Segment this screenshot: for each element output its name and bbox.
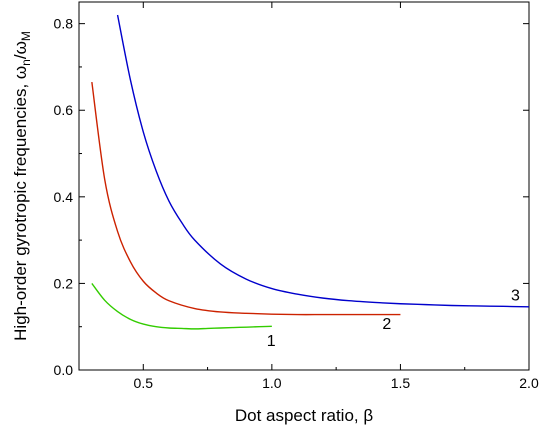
y-axis-title-sub-n: n xyxy=(19,59,33,66)
y-axis-title-mid: /ω xyxy=(11,41,30,59)
plot-frame xyxy=(78,1,530,371)
curve-label-3: 3 xyxy=(511,288,520,305)
y-tick-label: 0.0 xyxy=(54,362,74,378)
series-layer xyxy=(91,14,530,330)
y-tick-label: 0.8 xyxy=(54,16,74,32)
y-tick-label: 0.2 xyxy=(54,275,74,291)
y-axis-title-main: High-order gyrotropic frequencies, ω xyxy=(11,66,30,341)
curve-label-1: 1 xyxy=(267,333,276,350)
series-line-3 xyxy=(116,14,530,308)
series-line-1 xyxy=(91,282,272,330)
x-tick-label: 1.0 xyxy=(262,375,282,391)
y-tick-label: 0.4 xyxy=(54,189,74,205)
y-tick-label: 0.6 xyxy=(54,102,74,118)
curve-label-2: 2 xyxy=(382,316,391,333)
x-tick-label: 0.5 xyxy=(134,375,154,391)
ticks-layer: 0.5 1.0 1.5 2.0 0.0 0.2 0.4 0.6 0.8 xyxy=(54,2,539,391)
x-axis-title: Dot aspect ratio, β xyxy=(235,406,374,425)
x-tick-label: 2.0 xyxy=(519,375,539,391)
series-line-2 xyxy=(91,82,401,316)
y-axis-title-sub-m: M xyxy=(19,31,33,41)
curve-labels: 1 2 3 xyxy=(267,288,520,350)
x-tick-label: 1.5 xyxy=(391,375,411,391)
y-axis-title: High-order gyrotropic frequencies, ωn/ωM xyxy=(11,31,33,341)
